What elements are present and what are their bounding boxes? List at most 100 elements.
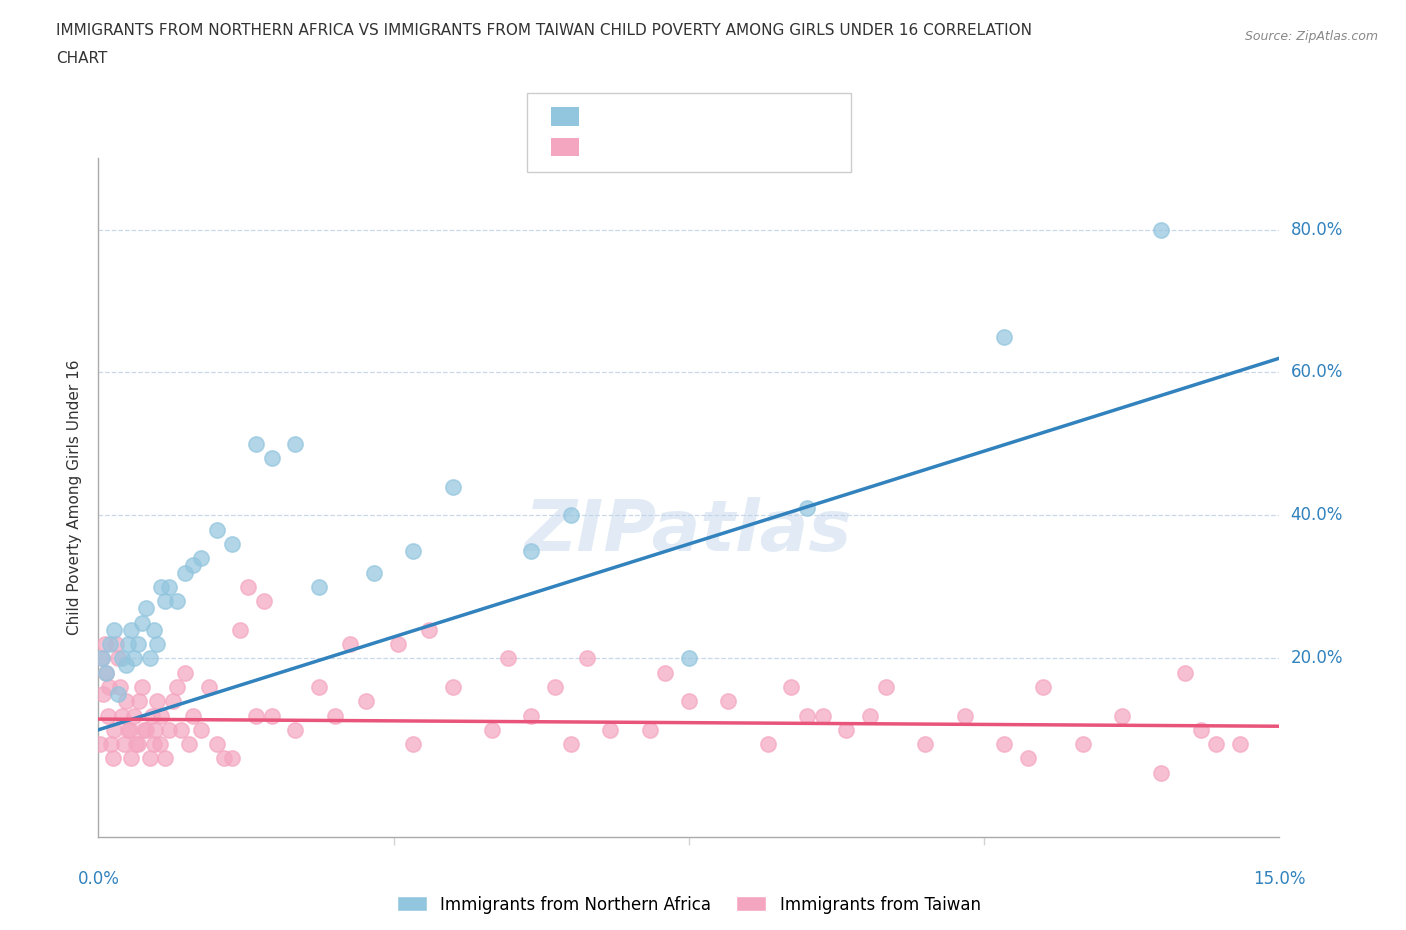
Point bbox=[174, 665, 197, 680]
Point bbox=[496, 651, 519, 666]
Point bbox=[111, 708, 134, 723]
Point bbox=[115, 658, 138, 673]
Text: 60.0%: 60.0% bbox=[1291, 364, 1343, 381]
Text: 80.0%: 80.0% bbox=[1291, 220, 1343, 239]
Point bbox=[91, 686, 114, 701]
Point bbox=[149, 737, 172, 751]
Point bbox=[811, 708, 834, 723]
Point bbox=[402, 737, 425, 751]
Point bbox=[96, 665, 118, 680]
Point bbox=[323, 708, 346, 723]
Point bbox=[107, 651, 129, 666]
Point bbox=[197, 680, 219, 695]
Point bbox=[363, 565, 385, 580]
Point bbox=[1174, 665, 1197, 680]
Point bbox=[560, 737, 582, 751]
Point bbox=[150, 708, 173, 723]
Text: 0.0%: 0.0% bbox=[77, 870, 120, 887]
Point bbox=[181, 708, 204, 723]
Point bbox=[520, 544, 543, 559]
Point bbox=[481, 723, 503, 737]
Point bbox=[1205, 737, 1227, 751]
Point bbox=[142, 622, 165, 637]
Point bbox=[678, 694, 700, 709]
Point bbox=[118, 723, 141, 737]
Point bbox=[104, 637, 127, 652]
Point bbox=[138, 751, 160, 765]
Point bbox=[110, 680, 132, 695]
Point bbox=[166, 593, 188, 608]
Point bbox=[1071, 737, 1094, 751]
Point bbox=[441, 479, 464, 494]
Point bbox=[138, 651, 160, 666]
Point bbox=[520, 708, 543, 723]
Point bbox=[115, 694, 138, 709]
Point bbox=[993, 737, 1015, 751]
Point bbox=[245, 436, 267, 451]
Point bbox=[107, 686, 129, 701]
Point bbox=[162, 694, 184, 709]
Y-axis label: Child Poverty Among Girls Under 16: Child Poverty Among Girls Under 16 bbox=[67, 360, 83, 635]
Point bbox=[98, 637, 121, 652]
Text: R = -0.032   N = 82: R = -0.032 N = 82 bbox=[588, 138, 780, 156]
Point bbox=[253, 593, 276, 608]
Point bbox=[91, 651, 114, 666]
Point bbox=[284, 436, 307, 451]
Point bbox=[170, 723, 193, 737]
Point bbox=[284, 723, 307, 737]
Point bbox=[260, 708, 283, 723]
Text: IMMIGRANTS FROM NORTHERN AFRICA VS IMMIGRANTS FROM TAIWAN CHILD POVERTY AMONG GI: IMMIGRANTS FROM NORTHERN AFRICA VS IMMIG… bbox=[56, 23, 1032, 38]
Point bbox=[131, 680, 153, 695]
Point bbox=[127, 637, 149, 652]
Point bbox=[89, 737, 111, 751]
Point bbox=[1229, 737, 1251, 751]
Point bbox=[125, 737, 148, 751]
Text: CHART: CHART bbox=[56, 51, 108, 66]
Text: 40.0%: 40.0% bbox=[1291, 507, 1343, 525]
Point bbox=[143, 723, 166, 737]
Point bbox=[101, 751, 124, 765]
Point bbox=[131, 615, 153, 630]
Point bbox=[1150, 222, 1173, 237]
Text: ZIPatlas: ZIPatlas bbox=[526, 497, 852, 566]
Point bbox=[717, 694, 740, 709]
Point bbox=[141, 708, 163, 723]
Point bbox=[678, 651, 700, 666]
Point bbox=[214, 751, 236, 765]
Point bbox=[135, 601, 157, 616]
Point bbox=[599, 723, 621, 737]
Text: 20.0%: 20.0% bbox=[1291, 649, 1343, 668]
Point bbox=[103, 723, 125, 737]
Point bbox=[354, 694, 377, 709]
Point bbox=[122, 708, 145, 723]
Point bbox=[418, 622, 440, 637]
Point bbox=[953, 708, 976, 723]
Text: 15.0%: 15.0% bbox=[1253, 870, 1306, 887]
Point bbox=[441, 680, 464, 695]
Point bbox=[127, 737, 149, 751]
Point bbox=[155, 751, 177, 765]
Point bbox=[117, 723, 139, 737]
Point bbox=[132, 723, 155, 737]
Point bbox=[1111, 708, 1133, 723]
Point bbox=[177, 737, 200, 751]
Point bbox=[1032, 680, 1054, 695]
Point bbox=[1189, 723, 1212, 737]
Text: R =  0.692   N = 38: R = 0.692 N = 38 bbox=[588, 107, 779, 126]
Point bbox=[756, 737, 779, 751]
Point bbox=[993, 329, 1015, 344]
Point bbox=[875, 680, 897, 695]
Point bbox=[796, 501, 818, 516]
Point bbox=[205, 523, 228, 538]
Point bbox=[245, 708, 267, 723]
Point bbox=[146, 637, 169, 652]
Point bbox=[121, 622, 143, 637]
Point bbox=[190, 723, 212, 737]
Point bbox=[117, 637, 139, 652]
Point bbox=[142, 737, 165, 751]
Point bbox=[166, 680, 188, 695]
Point bbox=[174, 565, 197, 580]
Point bbox=[98, 680, 121, 695]
Point bbox=[835, 723, 858, 737]
Point bbox=[135, 723, 157, 737]
